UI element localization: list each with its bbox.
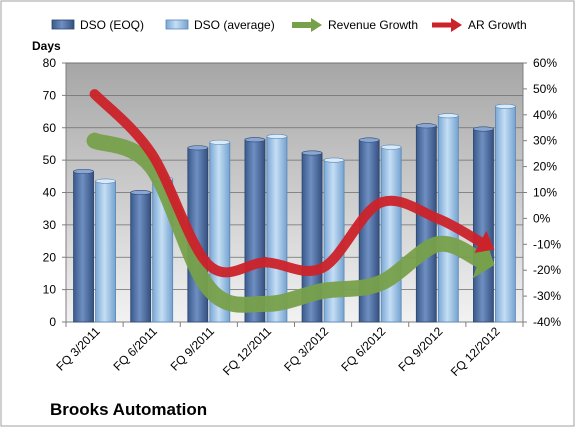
chart-title: Brooks Automation [50, 400, 207, 419]
y-left-tick-label: 50 [43, 153, 57, 167]
bar-cap [495, 103, 516, 109]
bar-cap [266, 133, 288, 139]
legend-label-dso-eoq: DSO (EOQ) [80, 18, 144, 32]
bar-cap [130, 190, 151, 196]
legend-arrow-ar-growth [451, 18, 462, 32]
y-right-tick-label: 60% [533, 56, 557, 70]
bar-cap [380, 144, 402, 150]
bar-dso-eoq [244, 139, 266, 323]
legend-label-ar-growth: AR Growth [468, 18, 527, 32]
y-left-tick-label: 80 [43, 56, 57, 70]
y-right-tick-label: 0% [533, 211, 551, 225]
ar-growth-arrowhead [474, 230, 495, 253]
y-left-tick-label: 30 [43, 218, 57, 232]
bar-cap [301, 150, 323, 156]
y-right-tick-label: 50% [533, 82, 557, 96]
y-right-tick-label: -40% [533, 315, 561, 329]
y-right-tick-label: -20% [533, 263, 561, 277]
y-left-tick-label: 20 [43, 250, 57, 264]
y-right-tick-label: -30% [533, 289, 561, 303]
bar-cap [473, 126, 494, 132]
y-right-tick-label: 10% [533, 186, 557, 200]
y-left-tick-label: 0 [49, 315, 56, 329]
bar-cap [323, 157, 345, 163]
bar-dso-average [95, 180, 116, 323]
bar-cap [209, 139, 231, 145]
bar-dso-eoq [73, 171, 94, 323]
bar-dso-eoq [473, 128, 494, 323]
bar-cap [95, 178, 116, 184]
legend: DSO (EOQ) DSO (average) Revenue Growth AR G… [51, 18, 527, 32]
y-right-tick-label: 40% [533, 108, 557, 122]
bar-cap [438, 113, 459, 119]
bar-cap [416, 123, 437, 129]
revenue-growth-line [86, 132, 488, 313]
bar-cap [187, 145, 209, 151]
bar-cap [73, 168, 94, 174]
y-left-tick-label: 10 [43, 283, 57, 297]
ar-growth-line [89, 89, 486, 278]
bar-dso-eoq [130, 192, 152, 323]
bars [73, 103, 516, 323]
y-left-tick-label: 70 [43, 88, 57, 102]
bar-dso-average [380, 146, 402, 323]
y-left-tick-label: 40 [43, 186, 57, 200]
legend-label-revenue-growth: Revenue Growth [328, 18, 418, 32]
growth-lines [86, 89, 495, 313]
y-axis-left-title: Days [32, 39, 61, 53]
legend-swatch-dso-eoq [51, 19, 75, 30]
bar-dso-average [495, 105, 516, 323]
y-left-tick-label: 60 [43, 121, 57, 135]
bar-dso-eoq [415, 125, 437, 323]
legend-swatch-dso-average [165, 19, 189, 30]
legend-label-dso-average: DSO (average) [194, 18, 275, 32]
legend-arrow-revenue-growth [311, 18, 322, 32]
bar-cap [244, 137, 266, 143]
y-right-tick-label: 30% [533, 134, 557, 148]
y-right-tick-label: -10% [533, 237, 561, 251]
y-right-tick-label: 20% [533, 160, 557, 174]
bar-cap [358, 137, 380, 143]
